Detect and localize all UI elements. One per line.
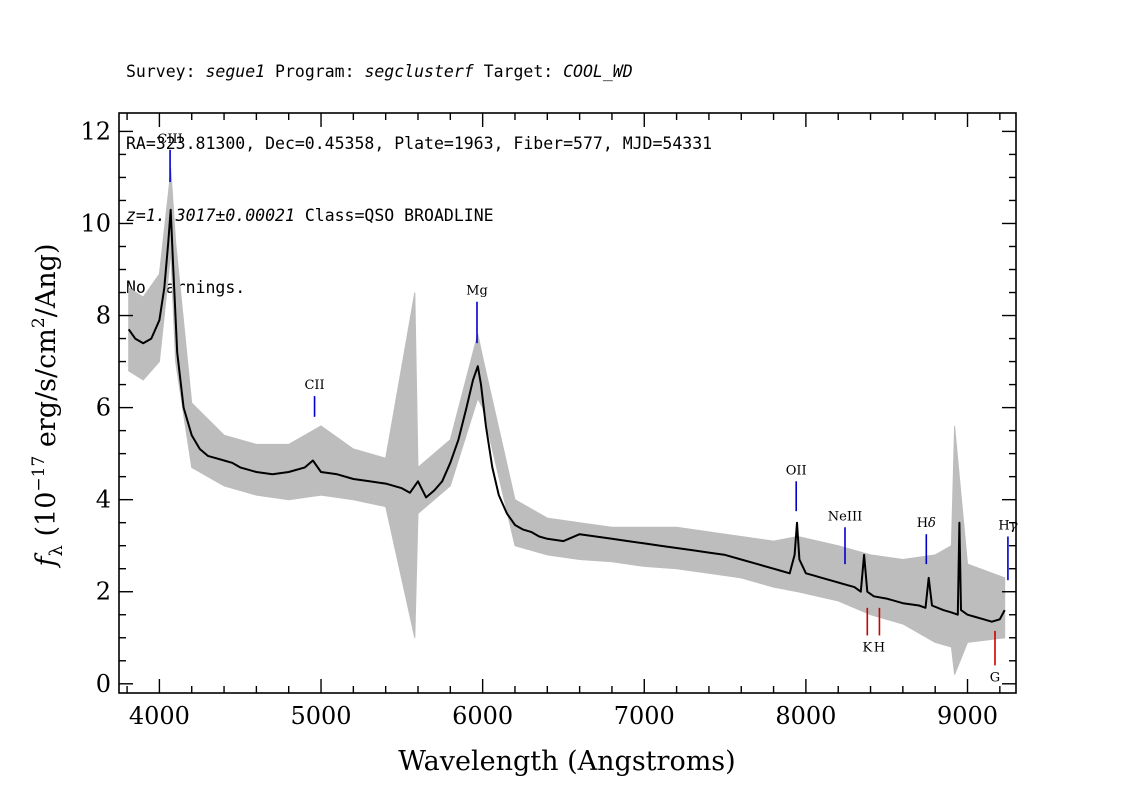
flux-layer — [127, 208, 1006, 623]
class-value: Class=QSO BROADLINE — [294, 206, 494, 225]
target-value: COOL_WD — [563, 62, 633, 81]
y-axis-title-mid: erg/s/cm — [31, 328, 62, 456]
program-value: segclusterf — [364, 62, 474, 81]
emission-line-label: Hγ — [998, 518, 1017, 533]
absorption-line-label: H — [874, 640, 885, 655]
emission-line-label: OII — [786, 463, 807, 478]
x-tick-label: 9000 — [937, 702, 998, 730]
spectrum-header: Survey: segue1 Program: segclusterf Targ… — [126, 12, 712, 324]
y-tick-label: 6 — [96, 394, 111, 422]
x-tick-labels: 4000 5000 6000 7000 8000 9000 — [129, 702, 998, 730]
absorption-line-label: K — [862, 640, 872, 655]
y-tick-label: 4 — [96, 486, 111, 514]
y-tick-label: 8 — [96, 302, 111, 330]
target-label: Target: — [473, 62, 564, 81]
emission-line-label: Hδ — [917, 516, 936, 531]
header-line-survey: Survey: segue1 Program: segclusterf Targ… — [126, 60, 712, 84]
survey-label: Survey: — [126, 62, 206, 81]
program-label: Program: — [265, 62, 365, 81]
y-tick-label: 12 — [80, 117, 111, 145]
axis-ticks — [119, 113, 1016, 693]
absorption-line-label: G — [990, 670, 1000, 685]
y-tick-labels: 0 2 4 6 8 10 12 — [80, 117, 111, 697]
emission-line-label-symbol: γ — [1010, 518, 1018, 533]
x-tick-label: 7000 — [614, 702, 675, 730]
survey-value: segue1 — [205, 62, 266, 81]
x-tick-label: 5000 — [290, 702, 351, 730]
x-tick-label: 6000 — [452, 702, 513, 730]
y-axis-title-exp1: −17 — [29, 456, 49, 492]
x-tick-label: 8000 — [775, 702, 836, 730]
emission-line-label-symbol: δ — [928, 516, 936, 531]
y-axis-title-pre: (10 — [31, 492, 62, 545]
flux-series-line — [127, 208, 1006, 623]
plot-frame — [118, 112, 1017, 694]
emission-line-label: CII — [304, 378, 324, 393]
emission-line-label: NeIII — [828, 509, 862, 524]
error-envelope — [128, 168, 1006, 675]
x-tick-label: 4000 — [129, 702, 190, 730]
y-axis-title-exp2: 2 — [29, 317, 49, 328]
y-axis-title-post: /Ang) — [31, 244, 62, 318]
y-tick-label: 0 — [96, 670, 111, 698]
y-tick-label: 10 — [80, 209, 111, 237]
spectral-lines-layer: CIII CII Mg OII NeIII Hδ Hγ K H G — [157, 132, 1017, 686]
header-line-coordinates: RA=323.81300, Dec=0.45358, Plate=1963, F… — [126, 134, 713, 153]
y-axis-title: fλ (10−17 erg/s/cm2/Ang) — [29, 244, 67, 569]
emission-line-label: Mg — [466, 284, 488, 299]
error-layer — [128, 168, 1006, 675]
y-tick-label: 2 — [96, 578, 111, 606]
y-axis-title-sub: λ — [46, 545, 67, 556]
x-axis-title: Wavelength (Angstroms) — [398, 746, 735, 777]
emission-line-label: CIII — [157, 132, 182, 147]
